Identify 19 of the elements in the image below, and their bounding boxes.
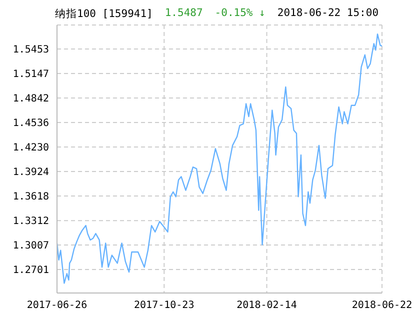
y-tick-label: 1.5453 <box>12 44 49 56</box>
x-tick-label: 2017-06-26 <box>26 300 88 312</box>
text: -0.15% ↓ <box>214 7 266 21</box>
y-tick-label: 1.3618 <box>12 192 49 203</box>
x-tick-label: 2018-02-14 <box>236 300 297 312</box>
y-tick-label: 1.4842 <box>12 94 49 105</box>
text: 2018-06-22 15:00 <box>277 7 379 21</box>
y-tick-label: 1.5147 <box>12 69 49 80</box>
y-tick-label: 1.3924 <box>12 167 49 178</box>
y-tick-label: 1.4230 <box>12 142 49 154</box>
y-tick-label: 1.2701 <box>12 265 49 276</box>
line-series <box>57 33 382 284</box>
x-tick-label: 2017-10-23 <box>134 300 194 312</box>
y-tick-label: 1.3007 <box>12 240 49 252</box>
y-tick-label: 1.4536 <box>12 118 49 130</box>
chart-title: 纳指100 [159941] <box>55 7 153 21</box>
text: 1.5487 <box>164 7 203 21</box>
y-tick-label: 1.3312 <box>12 216 49 228</box>
x-tick-label: 2018-06-22 <box>352 300 412 312</box>
